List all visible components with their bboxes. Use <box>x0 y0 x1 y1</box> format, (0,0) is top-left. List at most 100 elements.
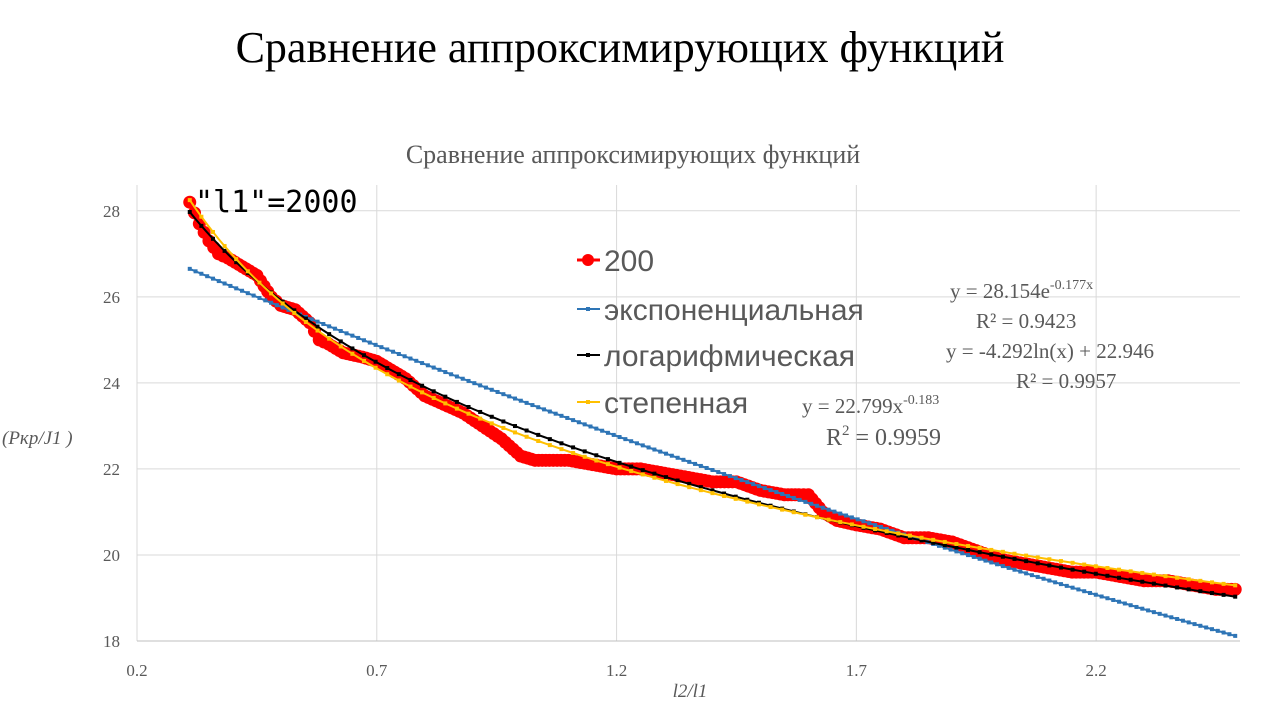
trend-point <box>571 445 576 450</box>
trend-point <box>350 351 355 356</box>
trend-point <box>1088 590 1093 595</box>
trend-point <box>1122 601 1127 606</box>
trend-point <box>466 404 471 409</box>
trend-point <box>646 445 651 450</box>
trend-point <box>210 276 215 281</box>
trend-point <box>629 469 634 474</box>
trend-point <box>977 556 982 561</box>
trend-point <box>338 344 343 349</box>
trend-point <box>780 507 785 512</box>
trend-point <box>966 553 971 558</box>
trend-point <box>1233 633 1238 638</box>
trend-point <box>1140 579 1145 584</box>
trend-point <box>1018 569 1023 574</box>
trend-point <box>942 545 947 550</box>
trend-point <box>408 378 413 383</box>
trend-point <box>1175 585 1180 590</box>
trend-point <box>478 383 483 388</box>
trend-point <box>576 420 581 425</box>
y-tick-label: 26 <box>103 288 120 307</box>
x-tick-label: 2.2 <box>1086 661 1107 680</box>
trend-point <box>977 550 982 555</box>
trend-point <box>1221 630 1226 635</box>
trend-point <box>269 300 274 305</box>
trend-point <box>838 511 843 516</box>
legend-label-power: степенная <box>604 387 748 420</box>
trend-point <box>571 450 576 455</box>
trend-point <box>454 399 459 404</box>
trend-point <box>942 539 947 544</box>
trend-point <box>1128 577 1133 582</box>
legend: 200 экспоненциальная логарифмическая сте… <box>577 245 864 420</box>
trend-point <box>687 481 692 486</box>
trend-point <box>919 538 924 543</box>
trend-point <box>698 485 703 490</box>
trend-point <box>1140 606 1145 611</box>
trend-point <box>402 354 407 359</box>
trend-point <box>849 515 854 520</box>
trend-point <box>536 432 541 437</box>
trend-point <box>652 475 657 480</box>
trend-point <box>513 424 518 429</box>
slide-title: Сравнение аппроксимирующих функций <box>235 23 1005 72</box>
trend-point <box>658 449 663 454</box>
trend-point <box>954 545 959 550</box>
equation-exponential: y = 28.154e-0.177x R² = 0.9423 <box>950 278 1093 333</box>
x-tick-label: 1.7 <box>846 661 868 680</box>
trend-point <box>559 413 564 418</box>
trend-point <box>1128 603 1133 608</box>
trend-point <box>687 485 692 490</box>
trend-point <box>338 339 343 344</box>
trend-point <box>652 447 657 452</box>
trend-point <box>634 441 639 446</box>
trend-point <box>1163 574 1168 579</box>
trend-point <box>245 291 250 296</box>
y-tick-label: 24 <box>103 374 121 393</box>
trend-point <box>234 286 239 291</box>
legend-label-logarithmic: логарифмическая <box>604 340 855 373</box>
trend-point <box>733 496 738 501</box>
legend-marker-power <box>586 400 590 404</box>
trend-point <box>1163 613 1168 618</box>
eq-exp-r2: R² = 0.9423 <box>976 309 1076 333</box>
trend-point <box>1024 553 1029 558</box>
trend-point <box>907 535 912 540</box>
trend-point <box>187 266 192 271</box>
trend-point <box>280 301 285 306</box>
trend-point <box>594 453 599 458</box>
trend-point <box>332 326 337 331</box>
y-tick-label: 20 <box>103 546 120 565</box>
trend-point <box>1064 583 1069 588</box>
eq-pow-r-val: = 0.9959 <box>850 425 942 451</box>
trend-point <box>675 482 680 487</box>
x-tick-label: 0.7 <box>366 661 388 680</box>
eq-pow-r: R <box>826 425 842 451</box>
trend-point <box>745 480 750 485</box>
trend-point <box>640 472 645 477</box>
trend-point <box>350 333 355 338</box>
trend-point <box>210 229 215 234</box>
trend-point <box>907 533 912 538</box>
trend-point <box>1198 578 1203 583</box>
legend-item-logarithmic: логарифмическая <box>577 340 855 373</box>
trend-point <box>1053 580 1058 585</box>
trend-point <box>454 374 459 379</box>
trend-point <box>1151 572 1156 577</box>
trend-point <box>524 428 529 433</box>
trend-point <box>361 358 366 363</box>
trend-point <box>756 484 761 489</box>
legend-label-exponential: экспоненциальная <box>604 294 864 327</box>
trend-point <box>1105 596 1110 601</box>
trend-point <box>315 324 320 329</box>
trend-point <box>361 353 366 358</box>
trend-point <box>756 502 761 507</box>
trend-point <box>861 519 866 524</box>
trend-point <box>931 537 936 542</box>
equation-power: y = 22.799x-0.183 R2 = 0.9959 <box>802 393 941 451</box>
trend-point <box>420 390 425 395</box>
trend-point <box>727 474 732 479</box>
trend-point <box>1035 561 1040 566</box>
trend-point <box>1209 591 1214 596</box>
trend-point <box>472 381 477 386</box>
